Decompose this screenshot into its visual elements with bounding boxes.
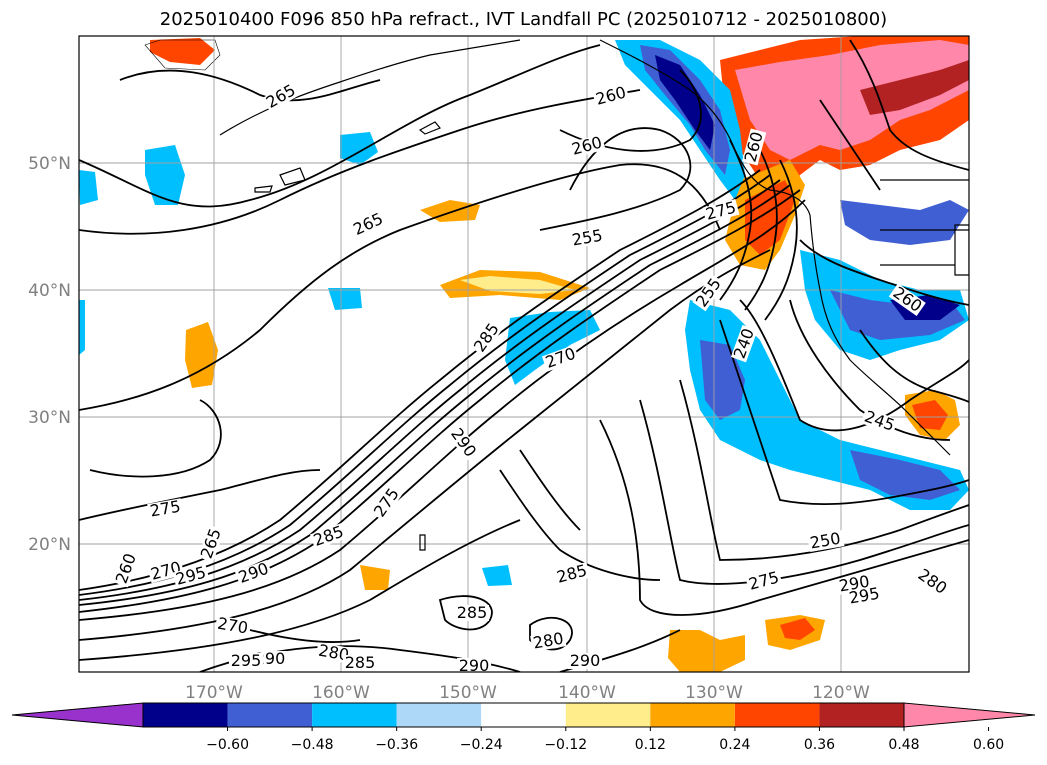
field-blue-edge [79, 170, 98, 205]
colorbar-tick-label: −0.36 [375, 737, 418, 753]
contour-label: 290 [234, 559, 273, 587]
lon-label: 140°W [558, 683, 616, 703]
contour-label: 295 [229, 651, 263, 670]
colorbar-tick-label: 0.12 [635, 737, 666, 753]
colorbar-segment [565, 703, 651, 727]
colorbar-tick-label: 0.24 [719, 737, 750, 753]
colorbar-extend-max [903, 702, 1036, 728]
field-orange-south [668, 630, 745, 672]
field-blue-coast [615, 40, 745, 200]
svg-text:285: 285 [345, 653, 376, 672]
field-mid-blue-south [850, 450, 960, 500]
colorbar-segment [396, 703, 482, 727]
lon-label: 150°W [439, 683, 497, 703]
contour-label: 285 [455, 603, 489, 622]
lat-label: 30°N [28, 408, 71, 428]
latitude-labels: 50°N 40°N 30°N 20°N [28, 154, 71, 555]
field-blue-center [505, 310, 600, 385]
svg-text:295: 295 [231, 651, 262, 670]
field-blue-edge2 [79, 300, 85, 355]
contour-labels: 2652602602552652752552602502852702402602… [112, 80, 951, 675]
colorbar: −0.60 −0.48 −0.36 −0.24 −0.12 0.12 0.24 0.36 0.4… [11, 702, 1036, 753]
field-red-south2 [780, 618, 815, 640]
colorbar-tick-label: −0.60 [206, 737, 249, 753]
colorbar-tick-label: −0.48 [291, 737, 334, 753]
map-title: 2025010400 F096 850 hPa refract., IVT La… [159, 9, 888, 30]
field-red-baja [912, 400, 948, 430]
colorbar-extend-min [11, 702, 144, 728]
colorbar-segment [312, 703, 397, 727]
contour-label: 275 [147, 497, 184, 521]
svg-text:290: 290 [570, 651, 601, 670]
colorbar-tick-label: 0.60 [973, 737, 1004, 753]
plot-border [78, 35, 970, 673]
field-pink [735, 40, 969, 160]
lon-label: 130°W [685, 683, 743, 703]
contour-label: 295 [846, 584, 883, 608]
refractivity-contours [79, 39, 969, 672]
field-blue-small [482, 565, 512, 586]
svg-text:285: 285 [457, 603, 488, 622]
colorbar-segment [481, 703, 566, 727]
lon-label: 120°W [812, 683, 870, 703]
contour-label: 290 [568, 651, 602, 670]
field-orange-small [420, 200, 480, 222]
lat-label: 20°N [28, 535, 71, 555]
svg-text:290: 290 [459, 656, 490, 675]
field-blue-west [145, 145, 185, 205]
contour-label: 285 [343, 653, 377, 672]
colorbar-segment [227, 703, 313, 727]
lon-label: 170°W [185, 683, 243, 703]
shaded-field [79, 36, 969, 672]
colorbar-tick-label: −0.12 [544, 737, 587, 753]
field-red-northwest [150, 38, 215, 65]
field-red-wedge [745, 180, 795, 255]
contour-label: 250 [807, 529, 844, 553]
field-blue-offshore [685, 300, 969, 510]
lat-label: 50°N [28, 154, 71, 174]
field-dark-red [860, 60, 969, 115]
field-yellow-mid [460, 276, 575, 294]
field-orange-small2 [360, 565, 390, 590]
colorbar-tick-label: −0.24 [460, 737, 503, 753]
contour-label: 290 [457, 656, 491, 675]
colorbar-segment [734, 703, 820, 727]
colorbar-segment [650, 703, 735, 727]
colorbar-tick-label: 0.48 [888, 737, 919, 753]
contour-label: 280 [530, 629, 567, 653]
field-blue-mid [328, 288, 362, 310]
colorbar-segment [819, 703, 904, 727]
colorbar-segment [143, 703, 228, 727]
field-mid-blue-north [840, 200, 969, 245]
longitude-labels: 170°W 160°W 150°W 140°W 130°W 120°W [185, 683, 870, 703]
field-dark-blue-coast [655, 55, 715, 150]
field-orange-west [185, 322, 218, 388]
lat-label: 40°N [28, 281, 71, 301]
colorbar-tick-label: 0.36 [804, 737, 835, 753]
lon-label: 160°W [312, 683, 370, 703]
